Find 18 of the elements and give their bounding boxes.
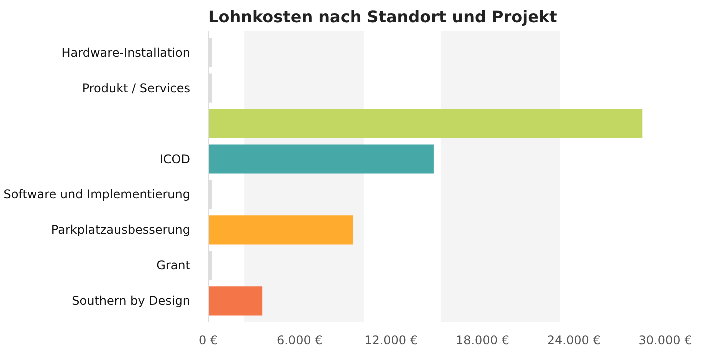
x-tick-label: 30.000 € xyxy=(638,334,692,348)
y-tick-label: Software und Implementierung xyxy=(4,188,190,202)
bar xyxy=(208,216,354,245)
x-tick-label: 0 € xyxy=(198,334,218,348)
x-tick-label: 18.000 € xyxy=(456,334,510,348)
x-tick-label: 12.000 € xyxy=(364,334,418,348)
y-tick-label: Hardware-Installation xyxy=(62,46,191,60)
bar xyxy=(208,286,263,316)
y-tick-label: ICOD xyxy=(160,152,191,166)
x-tick-label: 6.000 € xyxy=(277,334,323,348)
bar xyxy=(208,144,434,174)
y-tick-label: Parkplatzausbesserung xyxy=(51,223,191,238)
y-tick-label: Grant xyxy=(156,258,191,273)
y-tick-label: Produkt / Services xyxy=(82,81,190,96)
bar xyxy=(208,109,643,138)
y-tick-label: Southern by Design xyxy=(72,294,191,308)
chart-title: Lohnkosten nach Standort und Projekt xyxy=(208,8,558,26)
x-tick-label: 24.000 € xyxy=(547,334,601,348)
